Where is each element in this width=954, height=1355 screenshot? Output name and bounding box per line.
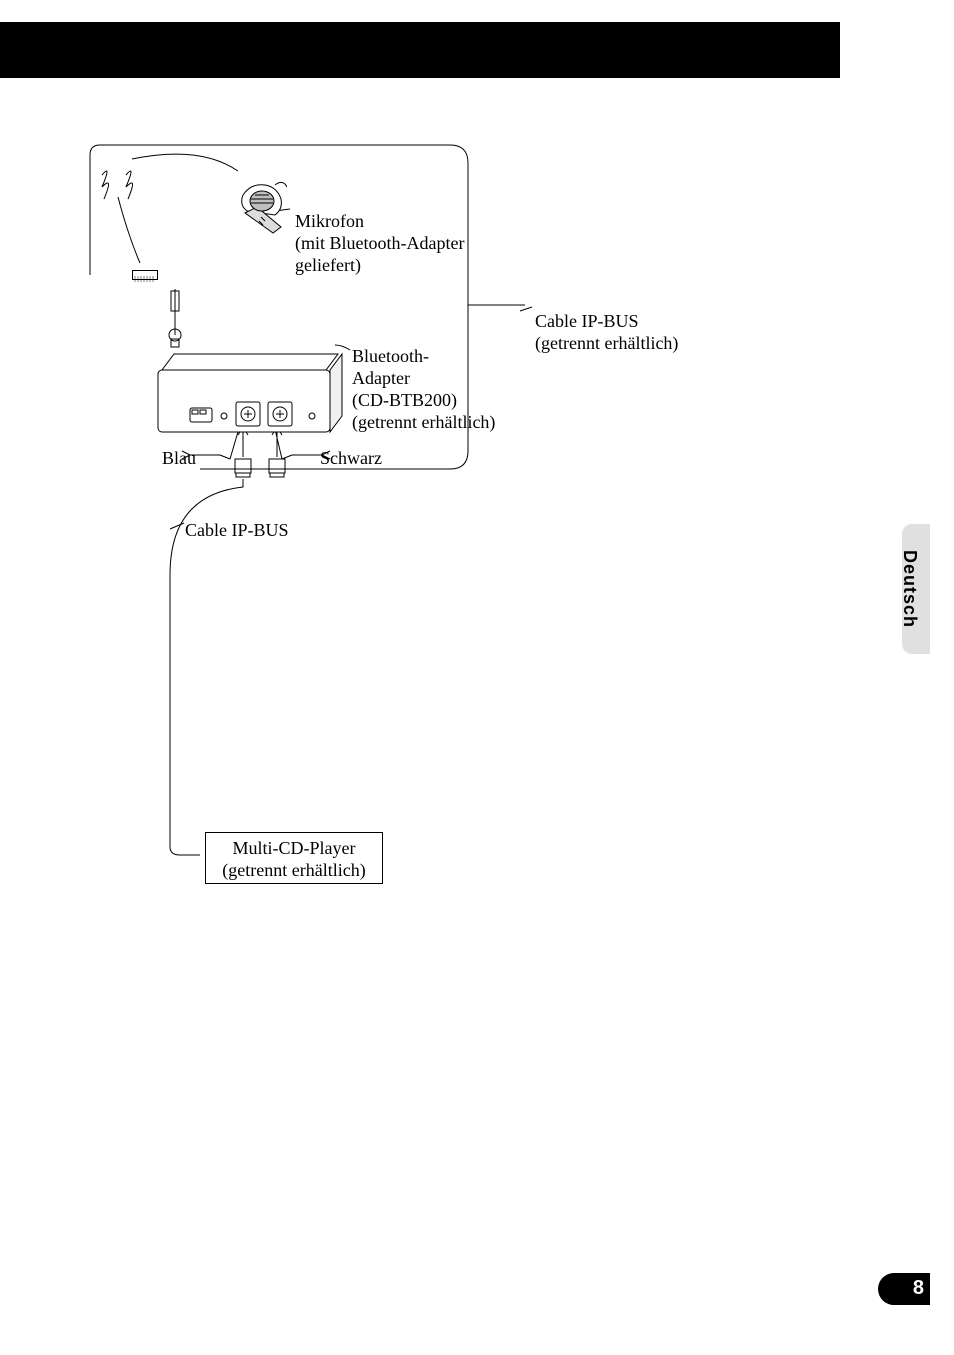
header-bar: [0, 22, 840, 78]
bluetooth-adapter-device: [158, 354, 334, 436]
microphone-icon: [237, 177, 287, 247]
ipbus-cable-right-label: Cable IP-BUS (getrennt erhältlich): [535, 310, 678, 354]
label-text: (CD-BTB200): [352, 390, 457, 410]
label-text: geliefert): [295, 255, 361, 275]
adapter-svg: [146, 348, 346, 448]
blue-label: Blau: [162, 448, 196, 469]
connector-icon: [132, 270, 158, 280]
label-text: Multi-CD-Player: [233, 838, 356, 858]
bluetooth-adapter-label: Bluetooth- Adapter (CD-BTB200) (getrennt…: [352, 345, 495, 433]
label-text: (getrennt erhältlich): [222, 860, 365, 880]
label-text: Cable IP-BUS: [535, 311, 639, 331]
label-text: Adapter: [352, 368, 410, 388]
microphone-label: Mikrofon (mit Bluetooth-Adapter geliefer…: [295, 210, 464, 276]
label-text: (getrennt erhältlich): [352, 412, 495, 432]
label-text: (getrennt erhältlich): [535, 333, 678, 353]
label-text: Bluetooth-: [352, 346, 429, 366]
page-number: 8: [878, 1273, 930, 1305]
ipbus-cable-left-label: Cable IP-BUS: [185, 520, 289, 541]
label-text: Mikrofon: [295, 211, 364, 231]
label-text: (mit Bluetooth-Adapter: [295, 233, 464, 253]
language-label: Deutsch: [899, 550, 920, 628]
multi-cd-player-box: Multi-CD-Player (getrennt erhältlich): [205, 832, 383, 884]
label-text: Cable IP-BUS: [185, 520, 289, 540]
black-label: Schwarz: [320, 448, 382, 469]
